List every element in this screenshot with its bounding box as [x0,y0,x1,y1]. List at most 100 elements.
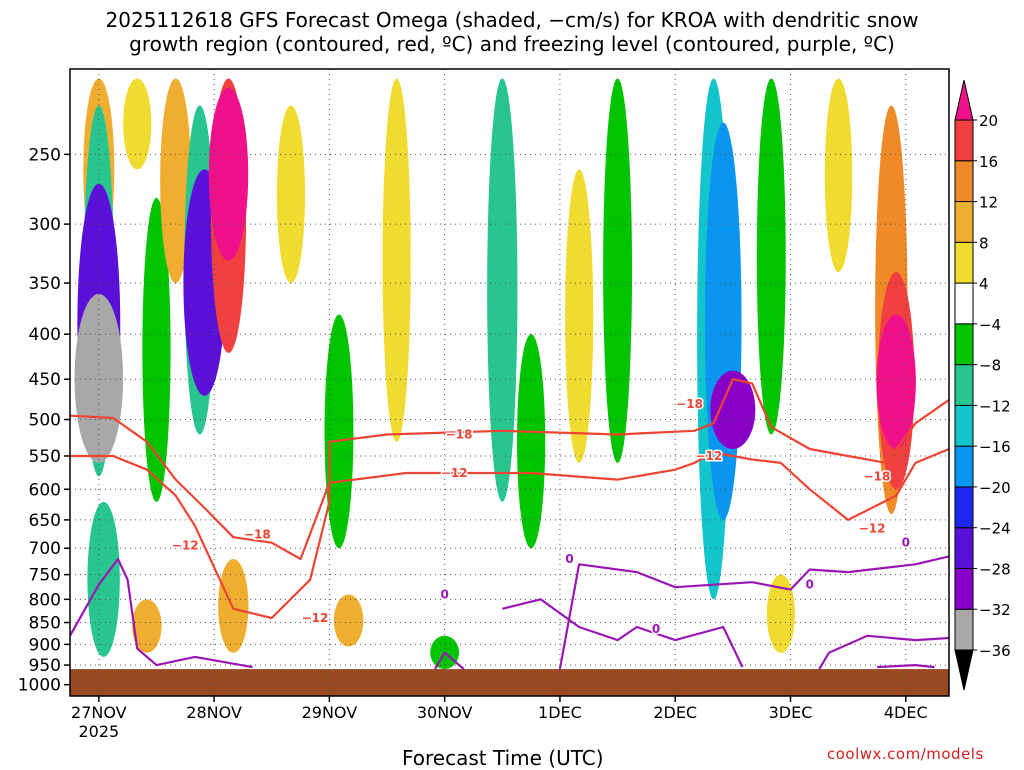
y-tick-label: 850 [29,614,61,634]
contour-label: −18 [244,527,271,541]
freezing-level-contour-line [558,555,949,670]
colorbar-swatch [954,201,974,243]
contour-label: −18 [676,397,703,411]
x-axis-ticks: 27NOV 28NOV 29NOV 30NOV 1DEC 2DEC 3DEC 4DEC 2025 [71,696,928,741]
contour-label: −18 [864,469,891,483]
credit-text: coolwx.com/models [827,745,984,763]
colorbar-label: 20 [979,112,998,130]
terrain-ground [70,669,949,696]
omega-cell [710,370,756,449]
y-tick-label: 450 [29,370,61,390]
contour-label: −18 [446,428,473,442]
colorbar-label: −4 [979,316,1001,334]
omega-cell [324,314,354,549]
colorbar-label: 8 [979,234,989,252]
contour-label: 0 [440,588,448,602]
contour-label: −12 [441,466,468,480]
colorbar-swatch [954,241,974,284]
colorbar-swatch [954,527,974,569]
x-tick-label: 3DEC [769,703,813,722]
y-tick-label: 700 [29,539,61,559]
omega-cell [824,78,853,272]
omega-cell [123,78,152,170]
y-tick-label: 250 [29,145,61,165]
colorbar-swatch [954,567,974,610]
x-tick-label: 2DEC [653,703,697,722]
colorbar-label: −16 [979,438,1011,456]
colorbar-arrow-bottom [954,649,974,691]
freezing-level-contour-line [70,557,253,669]
y-tick-label: 750 [29,566,61,586]
omega-cell [208,87,249,261]
freezing-level-contour-line [502,598,744,668]
omega-cell [766,574,795,653]
freezing-level-contour-line [818,634,949,670]
x-year-label: 2025 [78,722,119,741]
omega-cell [142,197,171,502]
contour-label: −12 [302,611,329,625]
colorbar-label: −8 [979,357,1001,375]
colorbar-arrow-top [954,79,974,121]
contour-label: 0 [652,622,660,636]
omega-cell [603,78,633,463]
omega-cell [517,334,546,549]
colorbar-swatch [954,486,974,529]
omega-cell [333,594,364,647]
omega-cell [218,559,249,653]
colorbar-swatch [954,282,974,325]
omega-cell [487,78,518,502]
omega-cell [132,599,162,653]
colorbar-label: 4 [979,275,989,293]
title-line-1: 2025112618 GFS Forecast Omega (shaded, −… [105,8,919,32]
dgz-contour-line [70,447,949,620]
omega-cell [876,314,916,449]
omega-cell [565,169,594,463]
y-tick-label: 400 [29,325,61,345]
y-tick-label: 1000 [18,676,61,696]
colorbar-swatch [954,323,974,366]
omega-cell [756,78,786,435]
colorbar-swatch [954,445,974,488]
x-tick-label: 29NOV [302,703,358,722]
contour-label: 0 [565,552,573,566]
colorbar-label: −24 [979,520,1011,538]
omega-shading [74,78,916,670]
x-tick-label: 28NOV [186,703,242,722]
freezing-level-contour-line [876,663,935,669]
colorbar-swatch [954,608,974,651]
colorbar-label: −28 [979,560,1011,578]
colorbar-swatch [954,404,974,447]
contour-label: −12 [172,539,199,553]
omega-cell [382,78,411,442]
contour-label: −12 [859,522,886,536]
colorbar-label: 12 [979,194,998,212]
title-line-2: growth region (contoured, red, ºC) and f… [129,32,895,56]
x-tick-label: 30NOV [417,703,473,722]
contour-labels: −18 −12 −12 −18 −12 −18 −12 −18 −12 0 0 0 0 0 [170,395,911,637]
y-axis-ticks: 2503003504004505005506006507007508008509… [18,145,70,696]
plot-frame [69,68,950,697]
y-tick-label: 800 [29,590,61,610]
freezing-level-contour-line [434,651,465,670]
x-tick-label: 1DEC [538,703,582,722]
colorbar-label: −32 [979,601,1011,619]
x-axis-label: Forecast Time (UTC) [402,746,604,770]
y-tick-label: 600 [29,480,61,500]
contours [70,378,949,670]
x-tick-label: 4DEC [884,703,928,722]
dgz-contour-line [70,378,949,561]
y-tick-label: 650 [29,511,61,531]
ground-fill [70,669,949,696]
colorbar-label: −20 [979,479,1011,497]
chart-title: 2025112618 GFS Forecast Omega (shaded, −… [0,8,1024,56]
y-tick-label: 950 [29,656,61,676]
y-tick-label: 300 [29,215,61,235]
contour-label: 0 [902,536,910,550]
colorbar-swatch [954,119,974,162]
colorbar-label: −12 [979,397,1011,415]
y-tick-label: 550 [29,447,61,467]
omega-cell [160,78,192,284]
omega-cell [276,105,306,284]
contour-label: −12 [695,449,722,463]
